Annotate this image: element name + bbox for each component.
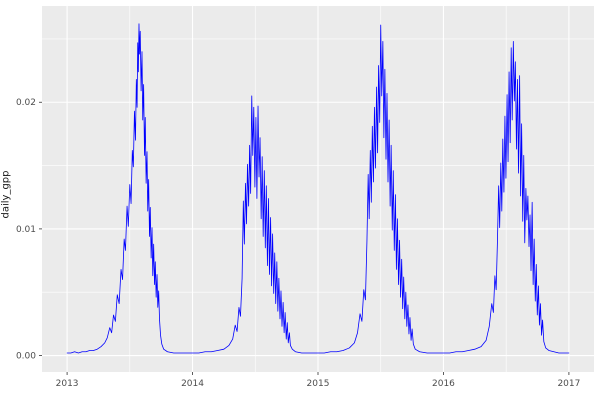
x-tick-label: 2017 xyxy=(557,379,580,389)
y-tick-label: 0.01 xyxy=(16,225,36,235)
y-tick-label: 0.02 xyxy=(16,98,36,108)
x-tick-label: 2015 xyxy=(307,379,330,389)
daily-gpp-line xyxy=(66,23,570,354)
x-tick-label: 2014 xyxy=(181,379,204,389)
y-tick-label: 0.00 xyxy=(16,352,36,362)
x-tick-label: 2013 xyxy=(56,379,79,389)
x-tick-label: 2016 xyxy=(432,379,455,389)
